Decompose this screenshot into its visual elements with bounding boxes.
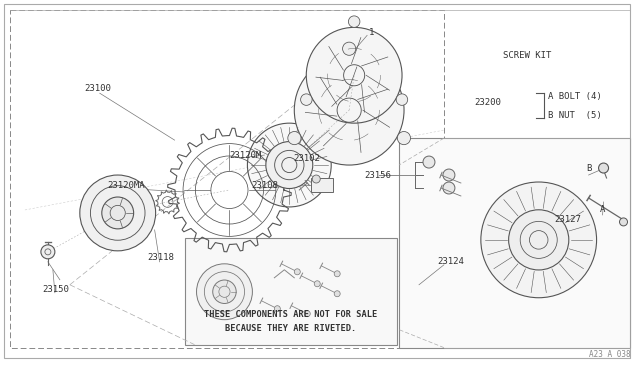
- Text: 23102: 23102: [293, 154, 320, 163]
- Circle shape: [304, 311, 310, 317]
- Text: 23108: 23108: [252, 180, 278, 189]
- Circle shape: [334, 271, 340, 277]
- Text: 23124: 23124: [437, 257, 464, 266]
- Text: BECAUSE THEY ARE RIVETED.: BECAUSE THEY ARE RIVETED.: [225, 324, 356, 333]
- Text: 23120M: 23120M: [230, 151, 262, 160]
- Bar: [311, 178, 333, 192]
- Text: A: A: [600, 205, 605, 214]
- Text: 23118: 23118: [148, 253, 175, 262]
- Text: 23150: 23150: [42, 285, 68, 294]
- Text: A23 A 038: A23 A 038: [589, 350, 630, 359]
- Circle shape: [481, 182, 596, 298]
- Text: 23100: 23100: [84, 84, 111, 93]
- Text: SCREW KIT: SCREW KIT: [503, 51, 551, 60]
- Circle shape: [294, 269, 300, 275]
- Bar: [10, 10, 444, 347]
- Bar: [399, 138, 630, 347]
- Bar: [184, 238, 397, 344]
- Circle shape: [41, 245, 55, 259]
- Circle shape: [102, 197, 134, 229]
- Text: A BOLT (4): A BOLT (4): [548, 92, 602, 101]
- Text: 23120MA: 23120MA: [108, 180, 145, 189]
- Circle shape: [423, 156, 435, 168]
- Circle shape: [196, 264, 252, 320]
- Circle shape: [443, 182, 455, 194]
- Circle shape: [288, 131, 301, 145]
- Circle shape: [312, 175, 320, 183]
- Circle shape: [301, 94, 312, 105]
- Circle shape: [509, 210, 569, 270]
- Circle shape: [275, 306, 280, 312]
- Circle shape: [266, 142, 313, 189]
- Circle shape: [443, 169, 455, 181]
- Circle shape: [307, 28, 402, 123]
- Circle shape: [294, 55, 404, 165]
- Circle shape: [314, 281, 320, 287]
- Text: B: B: [586, 164, 591, 173]
- Circle shape: [80, 175, 156, 251]
- Circle shape: [348, 16, 360, 28]
- Circle shape: [334, 291, 340, 297]
- Text: 23200: 23200: [474, 98, 500, 107]
- Text: 1: 1: [369, 28, 374, 37]
- Circle shape: [212, 280, 236, 304]
- Text: B NUT  (5): B NUT (5): [548, 110, 602, 120]
- Text: 23156: 23156: [364, 170, 391, 180]
- Circle shape: [248, 123, 332, 207]
- Circle shape: [396, 94, 408, 105]
- Circle shape: [620, 218, 627, 226]
- Text: THESE COMPONENTS ARE NOT FOR SALE: THESE COMPONENTS ARE NOT FOR SALE: [204, 310, 377, 319]
- Circle shape: [397, 131, 410, 145]
- Circle shape: [342, 42, 356, 55]
- Text: 23127: 23127: [555, 215, 582, 224]
- Circle shape: [598, 163, 609, 173]
